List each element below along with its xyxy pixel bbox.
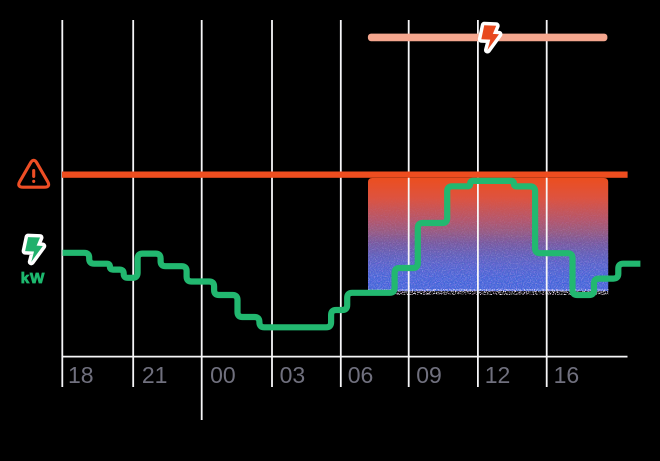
svg-text:21: 21	[142, 362, 168, 388]
svg-text:09: 09	[416, 362, 442, 388]
svg-text:kW: kW	[21, 270, 45, 287]
svg-text:00: 00	[210, 362, 236, 388]
svg-text:16: 16	[554, 362, 580, 388]
svg-text:18: 18	[68, 362, 94, 388]
svg-text:12: 12	[485, 362, 511, 388]
svg-text:06: 06	[348, 362, 374, 388]
svg-text:03: 03	[280, 362, 306, 388]
